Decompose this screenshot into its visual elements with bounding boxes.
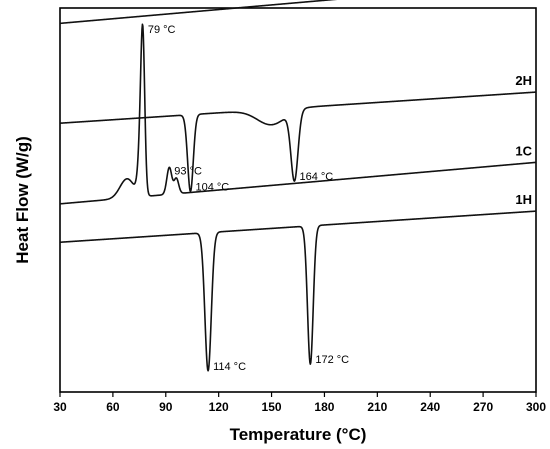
curve-1C — [59, 23, 537, 205]
series-label-1H: 1H — [515, 192, 532, 207]
peak-annotation: 172 °C — [315, 354, 349, 366]
x-tick-label: 60 — [106, 400, 120, 414]
y-axis-title: Heat Flow (W/g) — [13, 136, 32, 263]
x-tick-label: 270 — [473, 400, 493, 414]
series-label-1C: 1C — [515, 143, 532, 158]
peak-annotation: 79 °C — [148, 24, 176, 36]
peak-annotation: 114 °C — [213, 361, 246, 373]
curve-2C — [59, 0, 338, 25]
series-label-2H: 2H — [515, 73, 532, 88]
x-tick-label: 210 — [367, 400, 387, 414]
series-labels: 2C1C2H1H — [515, 73, 532, 207]
peak-annotation: 93 °C — [174, 165, 202, 177]
peak-annotation: 164 °C — [299, 171, 333, 183]
x-axis-title: Temperature (°C) — [230, 425, 367, 444]
x-tick-label: 120 — [209, 400, 229, 414]
plot-frame — [59, 7, 537, 393]
x-axis-ticks: 30 60 90 120 150 180 210 240 270 300 — [53, 392, 546, 414]
x-tick-label: 90 — [159, 400, 173, 414]
peak-annotations: 79 °C 93 °C 104 °C 164 °C 114 °C 172 °C — [148, 24, 349, 373]
x-tick-label: 30 — [53, 400, 67, 414]
peak-annotation: 104 °C — [195, 181, 229, 193]
x-tick-label: 180 — [314, 400, 334, 414]
curves — [59, 0, 537, 372]
curve-2H — [59, 91, 537, 193]
x-tick-label: 300 — [526, 400, 546, 414]
curve-1H — [59, 210, 537, 372]
x-tick-label: 150 — [262, 400, 282, 414]
x-tick-label: 240 — [420, 400, 440, 414]
